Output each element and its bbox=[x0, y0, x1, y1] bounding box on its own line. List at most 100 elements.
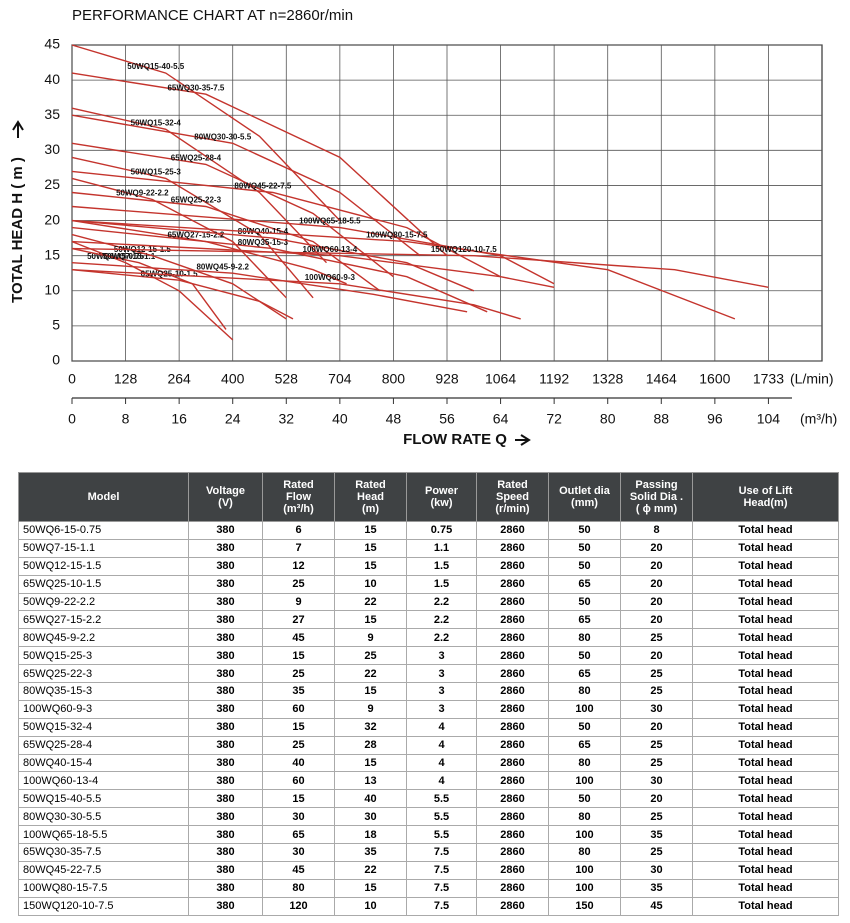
pump-curve bbox=[71, 247, 227, 330]
curve-label: 50WQ7-15-1.1 bbox=[103, 252, 156, 261]
x-tick-label: 8 bbox=[122, 411, 130, 427]
table-cell: 32 bbox=[334, 717, 407, 737]
table-cell: 80WQ40-15-4 bbox=[18, 753, 189, 773]
header-cell: Power (kw) bbox=[406, 472, 477, 522]
table-cell: 5.5 bbox=[406, 825, 477, 845]
table-cell: 380 bbox=[188, 789, 263, 809]
table-cell: 2860 bbox=[476, 556, 549, 576]
table-cell: 6 bbox=[262, 521, 335, 540]
y-tick-label: 20 bbox=[44, 211, 60, 227]
table-cell: 50 bbox=[548, 717, 621, 737]
table-cell: 2860 bbox=[476, 628, 549, 648]
table-cell: 2860 bbox=[476, 735, 549, 755]
curve-label: 50WQ6-15-0.75 bbox=[87, 252, 144, 261]
table-cell: 2860 bbox=[476, 896, 549, 916]
table-cell: 60 bbox=[262, 699, 335, 719]
table-cell: 4 bbox=[406, 735, 477, 755]
table-cell: 380 bbox=[188, 771, 263, 791]
table-cell: 2860 bbox=[476, 789, 549, 809]
table-cell: 4 bbox=[406, 771, 477, 791]
curve-label: 150WQ120-10-7.5 bbox=[431, 245, 497, 254]
table-cell: 2860 bbox=[476, 825, 549, 845]
table-cell: 7 bbox=[262, 538, 335, 558]
x2-tick-label: 800 bbox=[382, 371, 406, 387]
table-cell: Total head bbox=[692, 664, 839, 684]
pump-curve bbox=[71, 205, 555, 285]
curve-label: 50WQ15-25-3 bbox=[131, 168, 182, 177]
table-cell: 2860 bbox=[476, 878, 549, 898]
table-row: 65WQ27-15-2.2 380 27 15 2.2 2860 65 20 Total hea… bbox=[18, 610, 839, 630]
y-tick-label: 40 bbox=[44, 71, 60, 87]
table-cell: 2860 bbox=[476, 664, 549, 684]
table-cell: 30 bbox=[620, 699, 693, 719]
table-cell: Total head bbox=[692, 896, 839, 916]
x-tick-label: 48 bbox=[386, 411, 402, 427]
y-tick-label: 0 bbox=[52, 352, 60, 368]
table-cell: Total head bbox=[692, 789, 839, 809]
table-cell: 20 bbox=[620, 610, 693, 630]
table-cell: 65 bbox=[548, 735, 621, 755]
table-cell: 22 bbox=[334, 592, 407, 612]
x2-tick-label: 928 bbox=[435, 371, 459, 387]
table-cell: 9 bbox=[334, 699, 407, 719]
table-cell: 25 bbox=[620, 628, 693, 648]
curve-label: 100WQ60-13-4 bbox=[303, 245, 358, 254]
table-cell: 20 bbox=[620, 646, 693, 666]
table-cell: 60 bbox=[262, 771, 335, 791]
table-cell: 100 bbox=[548, 699, 621, 719]
y-tick-label: 5 bbox=[52, 317, 60, 333]
table-cell: 25 bbox=[620, 843, 693, 862]
table-cell: 45 bbox=[262, 628, 335, 648]
table-row: 100WQ65-18-5.5 380 65 18 5.5 2860 100 35 Total h… bbox=[18, 825, 839, 845]
table-cell: 50WQ9-22-2.2 bbox=[18, 592, 189, 612]
table-row: 100WQ60-9-3 380 60 9 3 2860 100 30 Total head bbox=[18, 699, 839, 719]
table-cell: 50WQ15-25-3 bbox=[18, 646, 189, 666]
table-cell: 2860 bbox=[476, 699, 549, 719]
curve-label: 100WQ60-9-3 bbox=[305, 273, 356, 282]
table-cell: 380 bbox=[188, 521, 263, 540]
table-cell: 45 bbox=[620, 896, 693, 916]
header-cell: Outlet dia (mm) bbox=[548, 472, 621, 522]
table-row: 80WQ45-22-7.5 380 45 22 7.5 2860 100 30 Total he… bbox=[18, 860, 839, 880]
table-cell: 80WQ30-30-5.5 bbox=[18, 807, 189, 827]
table-body: 50WQ6-15-0.75 380 6 15 0.75 2860 50 8 Total head… bbox=[18, 521, 839, 916]
header-cell: Rated Flow (m³/h) bbox=[262, 472, 335, 522]
table-row: 150WQ120-10-7.5 380 120 10 7.5 2860 150 45 Total… bbox=[18, 896, 839, 916]
table-cell: 2.2 bbox=[406, 628, 477, 648]
table-cell: 100 bbox=[548, 860, 621, 880]
table-cell: 15 bbox=[262, 646, 335, 666]
chart-title: PERFORMANCE CHART AT n=2860r/min bbox=[72, 7, 353, 24]
x2-tick-label: 528 bbox=[275, 371, 299, 387]
pump-curve bbox=[71, 156, 314, 299]
table-row: 80WQ35-15-3 380 35 15 3 2860 80 25 Total head bbox=[18, 682, 839, 701]
table-cell: 45 bbox=[262, 860, 335, 880]
arrow bbox=[12, 120, 24, 138]
table-cell: 50WQ6-15-0.75 bbox=[18, 521, 189, 540]
table-row: 100WQ60-13-4 380 60 13 4 2860 100 30 Total head bbox=[18, 771, 839, 791]
table-row: 50WQ9-22-2.2 380 9 22 2.2 2860 50 20 Total head bbox=[18, 592, 839, 612]
table-cell: 0.75 bbox=[406, 521, 477, 540]
table-cell: 8 bbox=[620, 521, 693, 540]
table-cell: 7.5 bbox=[406, 860, 477, 880]
table-cell: 25 bbox=[262, 735, 335, 755]
table-row: 50WQ6-15-0.75 380 6 15 0.75 2860 50 8 Total head bbox=[18, 521, 839, 540]
table-cell: 380 bbox=[188, 807, 263, 827]
table-cell: 380 bbox=[188, 538, 263, 558]
table-cell: 3 bbox=[406, 646, 477, 666]
curve-label: 50WQ9-22-2.2 bbox=[116, 189, 169, 198]
table-cell: 25 bbox=[334, 646, 407, 666]
table-cell: 100 bbox=[548, 825, 621, 845]
header-cell: Rated Speed (r/min) bbox=[476, 472, 549, 522]
table-cell: Total head bbox=[692, 521, 839, 540]
x2-tick-label: 1328 bbox=[592, 371, 623, 387]
table-cell: 15 bbox=[334, 753, 407, 773]
pump-curve bbox=[71, 72, 448, 257]
table-cell: 20 bbox=[620, 592, 693, 612]
table-cell: 25 bbox=[262, 574, 335, 594]
table-cell: 15 bbox=[334, 538, 407, 558]
table-cell: 50WQ12-15-1.5 bbox=[18, 556, 189, 576]
pump-curve bbox=[71, 114, 421, 257]
table-cell: 380 bbox=[188, 556, 263, 576]
table-cell: 80 bbox=[548, 682, 621, 701]
table-cell: 15 bbox=[334, 521, 407, 540]
